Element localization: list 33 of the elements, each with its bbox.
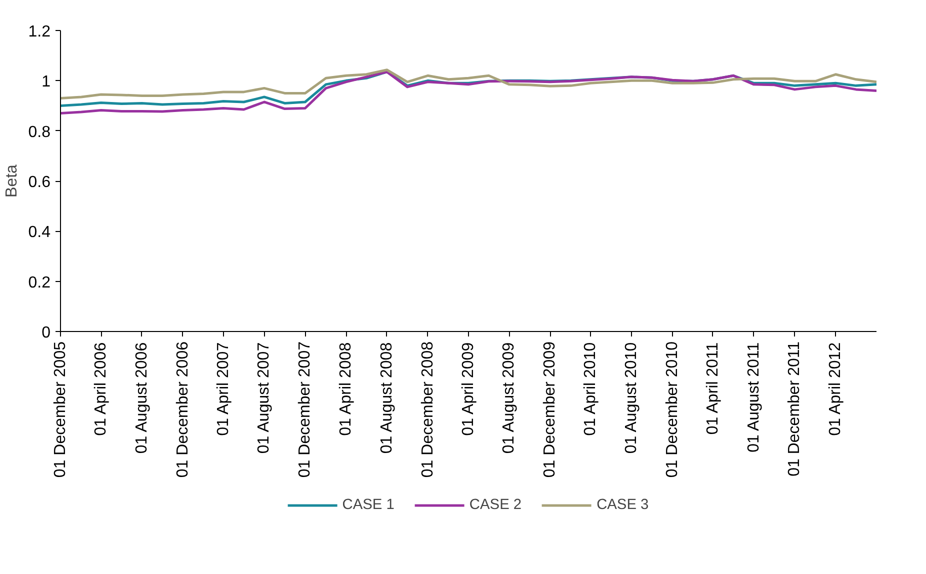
x-tick-label: 01 April 2008 xyxy=(338,342,355,436)
line-series xyxy=(60,68,876,100)
x-tick-label: 01 August 2009 xyxy=(500,342,518,454)
line-series xyxy=(60,70,876,115)
y-tick-label: 0 xyxy=(42,324,51,342)
legend-label: CASE 1 xyxy=(342,497,394,513)
x-tick-label: 01 December 2005 xyxy=(52,341,69,478)
y-tick-label: 1.2 xyxy=(28,24,51,40)
x-tick-label: 01 December 2011 xyxy=(786,341,804,476)
x-tick-label: 01 April 2007 xyxy=(214,342,232,436)
x-tick-label: 01 April 2006 xyxy=(92,342,110,436)
y-tick-label: 1 xyxy=(42,74,51,91)
y-tick-label: 0.8 xyxy=(28,124,51,141)
legend-label: CASE 2 xyxy=(469,497,522,513)
y-tick-label: 0.4 xyxy=(28,224,51,242)
x-tick-label: 01 December 2009 xyxy=(542,341,559,478)
x-tick-label: 01 April 2009 xyxy=(460,342,477,436)
x-tick-label: 01 December 2006 xyxy=(174,341,192,478)
x-tick-label: 01 December 2010 xyxy=(664,341,681,478)
x-tick-label: 01 August 2008 xyxy=(378,342,396,454)
y-tick-label: 0.2 xyxy=(28,274,51,292)
x-tick-label: 01 August 2010 xyxy=(623,342,640,454)
x-tick-label: 01 April 2010 xyxy=(582,342,600,436)
x-tick-label: 01 April 2012 xyxy=(827,342,844,436)
y-tick-label: 0.6 xyxy=(28,174,51,191)
legend-label: CASE 3 xyxy=(596,497,649,513)
x-tick-label: 01 December 2007 xyxy=(296,341,314,478)
x-tick-label: 01 August 2007 xyxy=(256,342,273,454)
x-tick-label: 01 August 2006 xyxy=(133,342,150,454)
x-tick-label: 01 April 2011 xyxy=(704,342,722,435)
x-tick-label: 01 August 2011 xyxy=(745,342,762,452)
x-tick-label: 01 December 2008 xyxy=(419,341,436,478)
y-axis-title: Beta xyxy=(3,164,20,198)
